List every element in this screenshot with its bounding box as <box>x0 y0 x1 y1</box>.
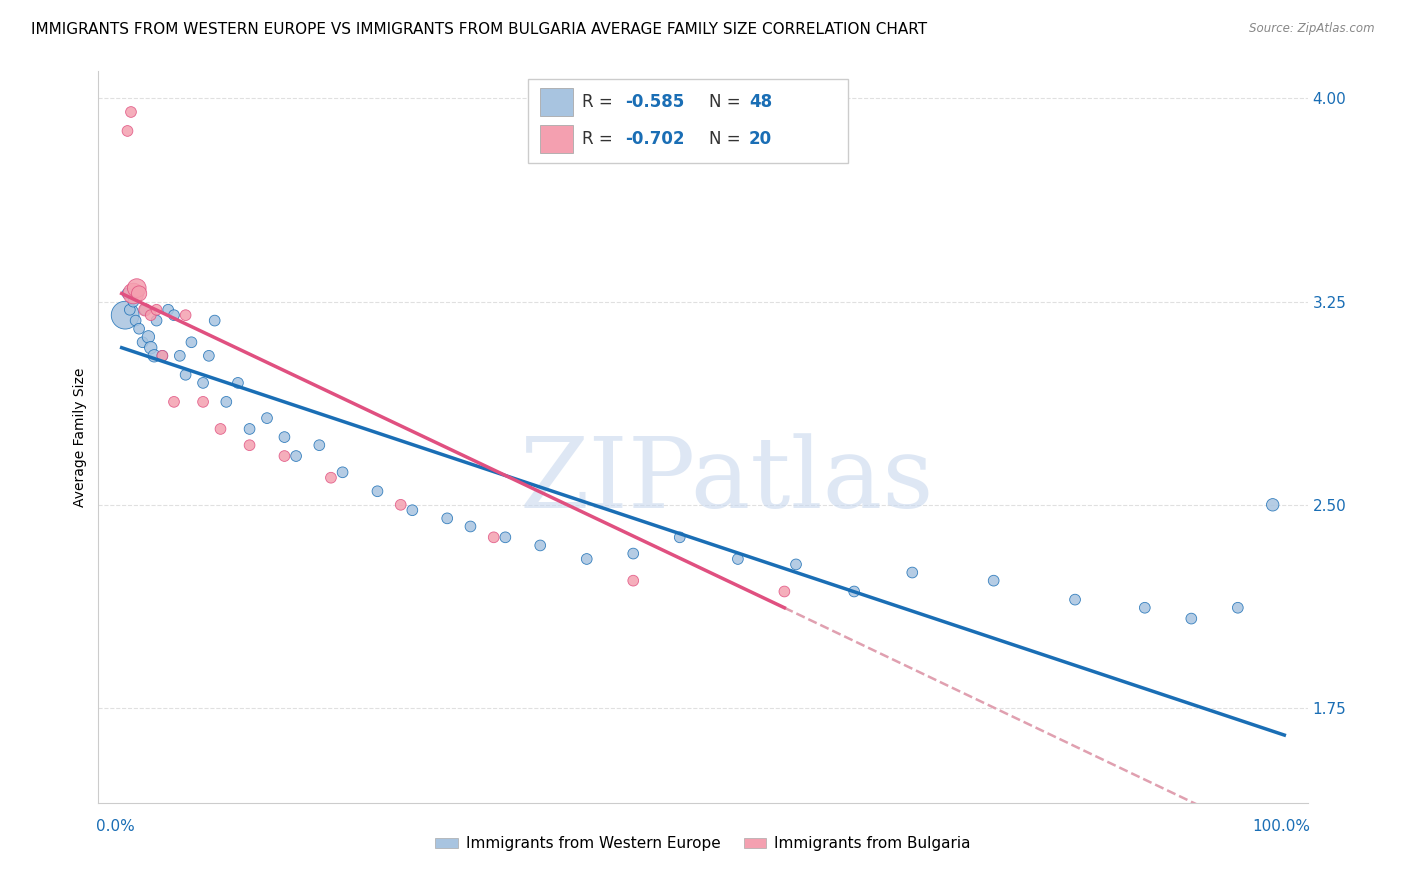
Point <box>145 313 167 327</box>
Point <box>163 395 186 409</box>
Point <box>131 335 153 350</box>
Point <box>773 584 796 599</box>
Point <box>494 530 516 544</box>
Point <box>785 558 807 572</box>
Point <box>844 584 866 599</box>
Point <box>134 302 156 317</box>
Point <box>180 335 202 350</box>
Point <box>122 294 145 309</box>
Point <box>209 422 232 436</box>
Y-axis label: Average Family Size: Average Family Size <box>73 368 87 507</box>
Text: Source: ZipAtlas.com: Source: ZipAtlas.com <box>1250 22 1375 36</box>
Point <box>460 519 482 533</box>
Point <box>169 349 191 363</box>
Point <box>1226 600 1249 615</box>
Point <box>575 552 598 566</box>
Point <box>174 368 197 382</box>
Point <box>1064 592 1087 607</box>
Point <box>285 449 308 463</box>
Point <box>983 574 1005 588</box>
Text: IMMIGRANTS FROM WESTERN EUROPE VS IMMIGRANTS FROM BULGARIA AVERAGE FAMILY SIZE C: IMMIGRANTS FROM WESTERN EUROPE VS IMMIGR… <box>31 22 927 37</box>
Point <box>239 438 262 452</box>
Point <box>308 438 330 452</box>
Point <box>139 341 162 355</box>
Point <box>128 286 150 301</box>
Point <box>389 498 412 512</box>
Legend: Immigrants from Western Europe, Immigrants from Bulgaria: Immigrants from Western Europe, Immigran… <box>429 830 977 857</box>
Point <box>118 302 141 317</box>
Point <box>191 376 214 390</box>
Point <box>128 322 150 336</box>
Point <box>366 484 388 499</box>
Point <box>150 349 173 363</box>
Text: ZIPatlas: ZIPatlas <box>520 434 935 529</box>
Point <box>621 547 644 561</box>
Point <box>239 422 262 436</box>
Point <box>332 465 354 479</box>
Point <box>1133 600 1156 615</box>
Point <box>163 308 186 322</box>
Point <box>529 538 551 552</box>
Point <box>143 349 166 363</box>
Point <box>621 574 644 588</box>
Point <box>139 308 162 322</box>
Point <box>273 430 295 444</box>
Point <box>114 308 136 322</box>
Point <box>120 105 142 120</box>
Point <box>1261 498 1284 512</box>
Point <box>138 330 160 344</box>
Point <box>117 286 139 301</box>
Point <box>198 349 221 363</box>
Point <box>727 552 749 566</box>
Point <box>174 308 197 322</box>
Point <box>150 349 173 363</box>
Point <box>215 395 238 409</box>
Point <box>319 471 342 485</box>
Point <box>157 302 180 317</box>
Point <box>145 302 167 317</box>
Point <box>124 313 146 327</box>
Point <box>401 503 423 517</box>
Point <box>482 530 505 544</box>
Point <box>273 449 295 463</box>
Point <box>256 411 278 425</box>
Point <box>122 286 145 301</box>
Point <box>436 511 458 525</box>
Text: 0.0%: 0.0% <box>96 819 135 834</box>
Point <box>134 302 156 317</box>
Point <box>191 395 214 409</box>
Point <box>226 376 249 390</box>
Point <box>125 281 148 295</box>
Point <box>901 566 924 580</box>
Point <box>668 530 690 544</box>
Text: 100.0%: 100.0% <box>1253 819 1310 834</box>
Point <box>117 124 139 138</box>
Point <box>1180 611 1202 625</box>
Point <box>204 313 226 327</box>
